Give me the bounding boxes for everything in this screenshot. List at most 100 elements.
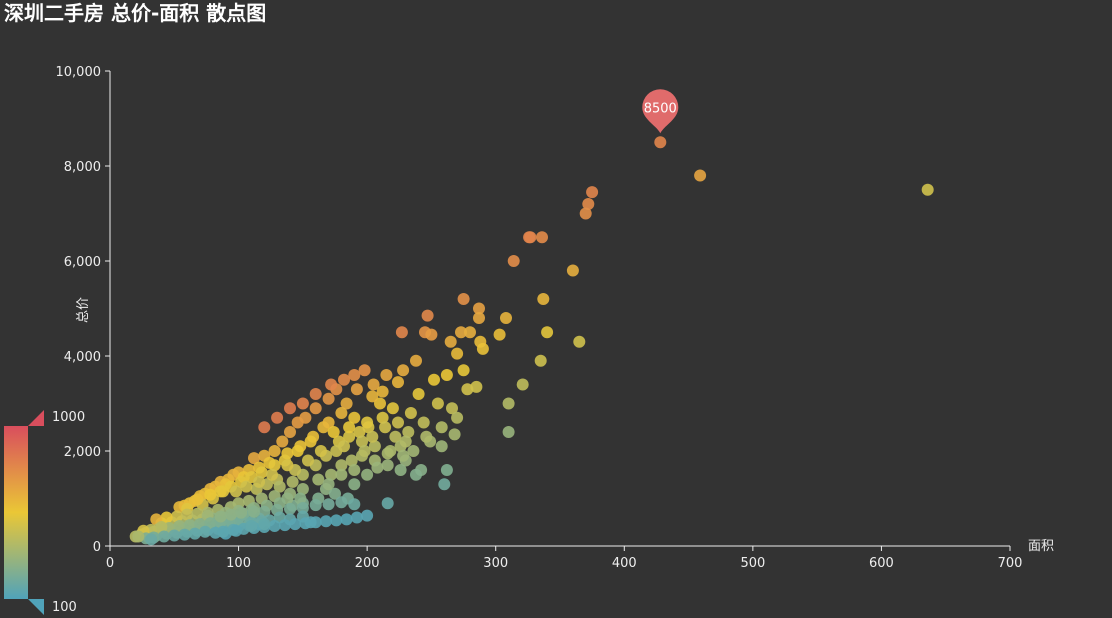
- scatter-point[interactable]: [204, 517, 217, 530]
- scatter-point[interactable]: [304, 435, 317, 448]
- scatter-point[interactable]: [294, 492, 307, 505]
- scatter-point[interactable]: [921, 183, 934, 196]
- scatter-point[interactable]: [348, 369, 361, 381]
- scatter-point[interactable]: [451, 347, 464, 360]
- scatter-point[interactable]: [322, 392, 335, 405]
- scatter-point[interactable]: [523, 231, 536, 244]
- scatter-point[interactable]: [397, 364, 410, 377]
- scatter-point[interactable]: [366, 390, 379, 403]
- scatter-point[interactable]: [284, 402, 296, 415]
- scatter-point[interactable]: [335, 407, 348, 419]
- scatter-point[interactable]: [248, 505, 260, 518]
- scatter-point[interactable]: [440, 369, 453, 381]
- scatter-point[interactable]: [457, 293, 470, 305]
- scatter-point[interactable]: [368, 440, 381, 453]
- scatter-point[interactable]: [296, 502, 309, 514]
- scatter-point[interactable]: [235, 506, 248, 519]
- scatter-point[interactable]: [309, 499, 322, 512]
- scatter-point[interactable]: [579, 207, 592, 220]
- scatter-point[interactable]: [431, 397, 444, 410]
- scatter-point[interactable]: [502, 426, 515, 438]
- scatter-point[interactable]: [258, 421, 271, 434]
- scatter-point[interactable]: [170, 510, 183, 523]
- scatter-point[interactable]: [541, 326, 554, 339]
- mark-point-pin[interactable]: [642, 89, 679, 134]
- scatter-point[interactable]: [446, 402, 458, 415]
- scatter-point[interactable]: [348, 498, 361, 511]
- scatter-point[interactable]: [276, 435, 289, 448]
- scatter-point[interactable]: [268, 520, 281, 532]
- visual-map-min-handle[interactable]: [28, 599, 44, 615]
- scatter-point[interactable]: [399, 435, 412, 448]
- scatter-point[interactable]: [314, 445, 327, 457]
- scatter-point[interactable]: [420, 430, 433, 443]
- scatter-point[interactable]: [392, 376, 404, 389]
- scatter-point[interactable]: [271, 411, 284, 424]
- scatter-point[interactable]: [476, 342, 489, 355]
- scatter-point[interactable]: [309, 516, 322, 529]
- scatter-point[interactable]: [493, 328, 506, 341]
- scatter-point[interactable]: [410, 354, 422, 367]
- scatter-point[interactable]: [302, 454, 314, 467]
- scatter-point[interactable]: [330, 514, 343, 527]
- scatter-point[interactable]: [402, 426, 415, 438]
- scatter-point[interactable]: [392, 416, 404, 429]
- scatter-point[interactable]: [367, 378, 380, 391]
- scatter-point[interactable]: [329, 487, 341, 500]
- scatter-point[interactable]: [470, 380, 483, 393]
- scatter-point[interactable]: [268, 459, 281, 472]
- scatter-point[interactable]: [204, 488, 217, 501]
- scatter-point[interactable]: [230, 524, 242, 537]
- scatter-point[interactable]: [371, 461, 384, 474]
- scatter-point[interactable]: [325, 378, 338, 391]
- scatter-point[interactable]: [502, 397, 515, 410]
- scatter-point[interactable]: [335, 468, 348, 481]
- scatter-point[interactable]: [312, 473, 325, 486]
- scatter-point[interactable]: [160, 511, 173, 524]
- scatter-point[interactable]: [340, 513, 353, 526]
- scatter-point[interactable]: [248, 452, 260, 465]
- scatter-point[interactable]: [384, 445, 397, 457]
- scatter-point[interactable]: [376, 411, 389, 424]
- scatter-point[interactable]: [284, 502, 296, 515]
- scatter-point[interactable]: [284, 426, 296, 438]
- scatter-point[interactable]: [178, 528, 191, 541]
- scatter-point[interactable]: [168, 529, 181, 542]
- scatter-point[interactable]: [291, 445, 304, 457]
- scatter-point[interactable]: [268, 445, 281, 457]
- scatter-point[interactable]: [412, 388, 425, 400]
- scatter-point[interactable]: [374, 397, 386, 410]
- scatter-point[interactable]: [325, 468, 338, 481]
- scatter-point[interactable]: [273, 480, 286, 493]
- scatter-point[interactable]: [366, 430, 379, 443]
- scatter-point[interactable]: [188, 527, 201, 540]
- scatter-point[interactable]: [356, 435, 368, 448]
- scatter-point[interactable]: [266, 468, 278, 481]
- scatter-point[interactable]: [296, 483, 309, 495]
- scatter-point[interactable]: [327, 426, 340, 438]
- scatter-point[interactable]: [281, 459, 294, 472]
- scatter-point[interactable]: [191, 507, 204, 520]
- scatter-point[interactable]: [309, 388, 322, 400]
- scatter-point[interactable]: [586, 186, 599, 199]
- scatter-point[interactable]: [500, 312, 512, 324]
- scatter-point[interactable]: [654, 136, 667, 149]
- scatter-point[interactable]: [425, 328, 438, 341]
- scatter-point[interactable]: [473, 312, 485, 324]
- scatter-point[interactable]: [181, 508, 194, 521]
- scatter-point[interactable]: [381, 459, 394, 472]
- scatter-point[interactable]: [230, 485, 242, 498]
- scatter-point[interactable]: [255, 466, 268, 479]
- scatter-point[interactable]: [444, 335, 457, 348]
- scatter-point[interactable]: [348, 478, 361, 491]
- scatter-point[interactable]: [145, 533, 158, 546]
- scatter-point[interactable]: [582, 198, 595, 210]
- scatter-point[interactable]: [394, 464, 407, 476]
- scatter-point[interactable]: [253, 475, 266, 488]
- scatter-point[interactable]: [296, 397, 309, 410]
- scatter-point[interactable]: [348, 411, 361, 424]
- scatter-point[interactable]: [322, 498, 335, 511]
- scatter-point[interactable]: [224, 508, 237, 521]
- scatter-point[interactable]: [461, 383, 474, 396]
- scatter-point[interactable]: [534, 354, 547, 367]
